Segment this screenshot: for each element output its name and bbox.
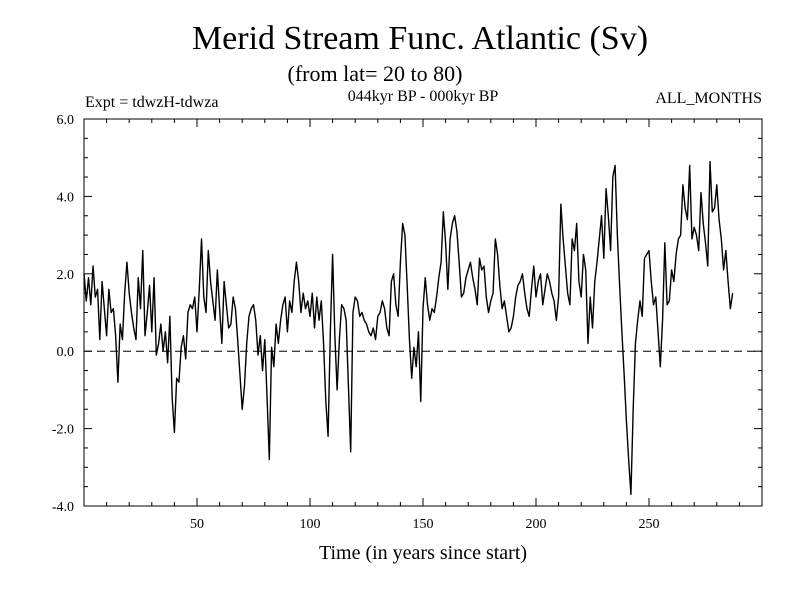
x-axis-label: Time (in years since start) [319,542,527,564]
x-tick-label: 200 [526,517,547,532]
y-tick-label: 4.0 [57,190,75,205]
x-tick-label: 250 [639,517,660,532]
period-label: 044kyr BP - 000kyr BP [348,88,499,105]
data-series-line [83,160,734,496]
y-tick-label: 2.0 [57,268,75,283]
months-label: ALL_MONTHS [655,90,762,107]
y-tick-label: 0.0 [57,345,75,360]
x-tick-label: 150 [413,517,434,532]
chart-subtitle: (from lat= 20 to 80) [288,61,463,86]
chart-title: Merid Stream Func. Atlantic (Sv) [192,20,648,57]
y-tick-label: 6.0 [57,113,75,128]
experiment-label: Expt = tdwzH-tdwza [85,94,218,111]
y-tick-label: -2.0 [52,423,74,438]
x-tick-label: 100 [300,517,321,532]
plot-area: 50 100 150 200 250 -4.0 -2.0 0.0 2.0 4.0 6.0 [52,113,763,532]
x-tick-label: 50 [190,517,204,532]
y-tick-label: -4.0 [52,500,74,515]
